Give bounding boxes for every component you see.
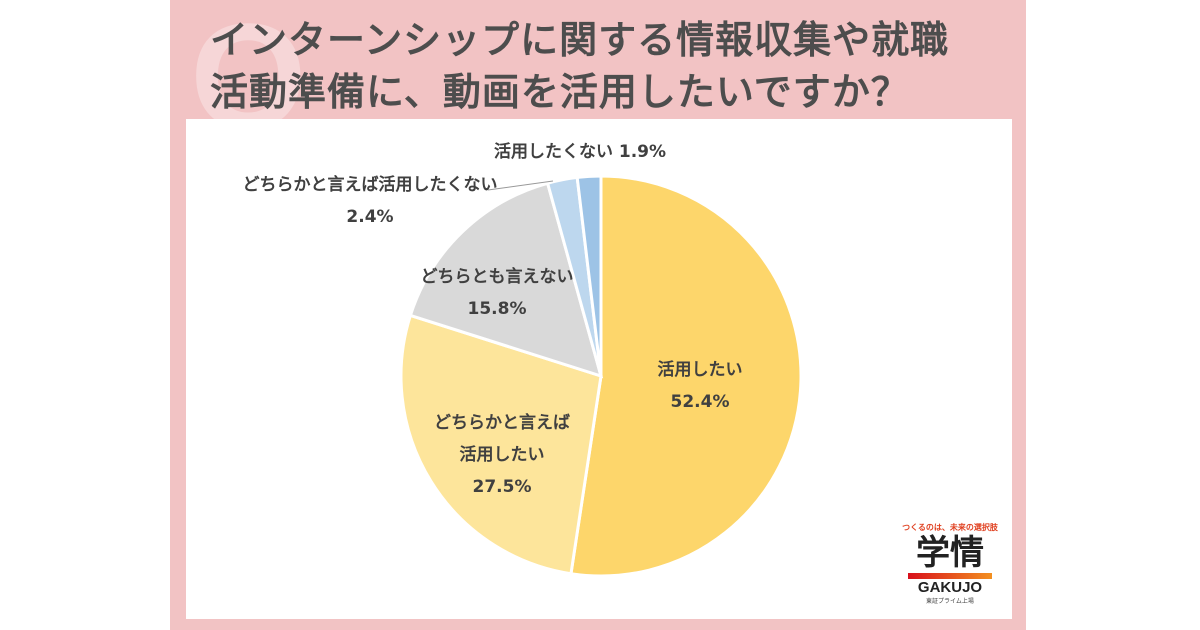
pie-slice-0 xyxy=(569,174,803,578)
pie-slice-4 xyxy=(575,174,603,377)
slice-value-3: 2.4% xyxy=(346,207,393,227)
logo-tagline: つくるのは、未来の選択肢 xyxy=(902,523,998,532)
logo-english: GAKUJO xyxy=(917,579,983,596)
logo-sub: 東証プライム上場 xyxy=(926,598,974,605)
leader-line-3 xyxy=(487,180,554,191)
slice-label-2: どちらとも言えない xyxy=(421,266,574,287)
slice-value-0: 52.4% xyxy=(671,392,730,412)
title-line-2: 活動準備に、動画を活用したいですか？ xyxy=(210,70,910,114)
pie-slice-1 xyxy=(399,313,603,576)
slice-label-3: どちらかと言えば活用したくない xyxy=(243,174,498,195)
gakujo-logo: つくるのは、未来の選択肢 学情 GAKUJO 東証プライム上場 xyxy=(900,522,1000,605)
pie-slice-2 xyxy=(408,181,604,379)
title-line-1: インターンシップに関する情報収集や就職 xyxy=(210,18,950,62)
page-title: インターンシップに関する情報収集や就職 活動準備に、動画を活用したいですか？ xyxy=(210,14,1010,118)
slice-label-1b: 活用したい xyxy=(460,444,545,465)
slice-label-4: 活用したくない 1.9% xyxy=(494,141,666,162)
slice-value-1: 27.5% xyxy=(473,477,532,497)
logo-bar xyxy=(908,573,992,579)
slice-value-2: 15.8% xyxy=(468,299,527,319)
slice-label-0: 活用したい xyxy=(658,359,743,380)
slice-label-1: どちらかと言えば xyxy=(434,412,570,433)
logo-kanji: 学情 xyxy=(916,533,984,573)
